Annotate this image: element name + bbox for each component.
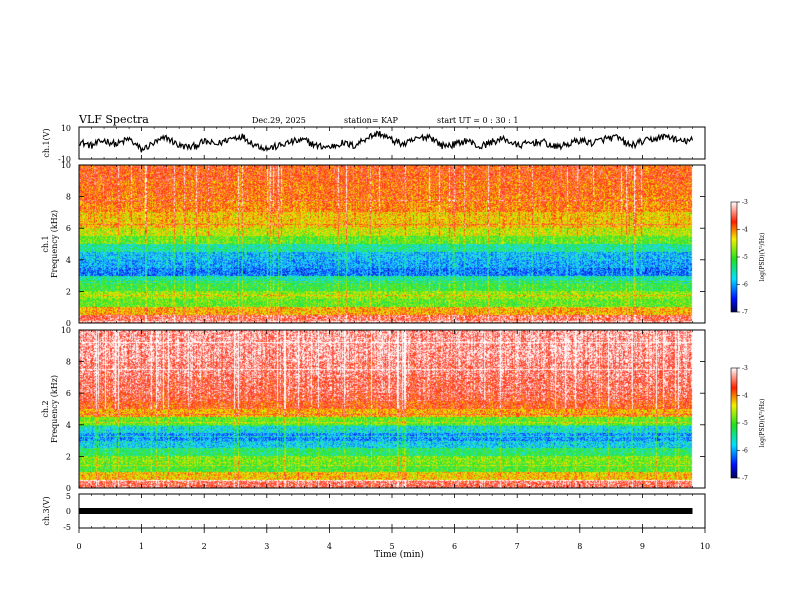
colorbar-1-ticks: -3 -4 -5 -6 -7 bbox=[737, 199, 748, 316]
start-ut-label: start UT = 0 : 30 : 1 bbox=[437, 116, 518, 125]
ch2-spec-yticks: 0 2 4 6 8 10 bbox=[61, 326, 705, 493]
frequency-tick-label: 4 bbox=[66, 421, 71, 430]
time-axis-ticks: 0 1 2 3 4 5 6 7 8 9 10 bbox=[76, 542, 710, 551]
time-tick-label: 7 bbox=[515, 542, 520, 551]
colorbar-2-ticks: -3 -4 -5 -6 -7 bbox=[737, 365, 748, 482]
colorbar-2-scale bbox=[730, 367, 738, 479]
ch3-tick-top: 5 bbox=[66, 492, 71, 501]
ch1-spec-ylabel-channel: ch.1 bbox=[41, 235, 50, 252]
time-tick-label: 0 bbox=[76, 542, 81, 551]
ch3-tick-mid: 0 bbox=[66, 507, 71, 516]
time-tick-label: 1 bbox=[139, 542, 144, 551]
colorbar-tick-label: -3 bbox=[742, 365, 748, 372]
ch1-wave-tick-bottom: -10 bbox=[58, 155, 71, 164]
ch2-spec-ylabel-channel: ch.2 bbox=[41, 400, 50, 417]
colorbar-tick-label: -6 bbox=[742, 282, 748, 289]
colorbar-1-scale bbox=[730, 201, 738, 313]
ch1-spectrogram-image bbox=[79, 165, 705, 323]
ch1-wave-ylabel: ch.1(V) bbox=[42, 128, 51, 157]
time-tick-label: 10 bbox=[700, 542, 710, 551]
ch3-wave-ylabel: ch.3(V) bbox=[42, 496, 51, 525]
ch3-waveform-trace bbox=[79, 508, 693, 514]
ch1-waveform bbox=[78, 130, 694, 153]
frequency-tick-label: 10 bbox=[61, 161, 71, 170]
ch1-spec-yticks: 0 2 4 6 8 10 bbox=[61, 161, 705, 328]
time-tick-label: 6 bbox=[452, 542, 457, 551]
time-tick-label: 9 bbox=[640, 542, 645, 551]
colorbar-tick-label: -5 bbox=[742, 420, 748, 427]
frequency-tick-label: 2 bbox=[66, 287, 71, 296]
frequency-tick-label: 2 bbox=[66, 452, 71, 461]
colorbar-tick-label: -6 bbox=[742, 448, 748, 455]
colorbar-tick-label: -4 bbox=[742, 393, 748, 400]
colorbar-tick-label: -7 bbox=[742, 309, 748, 316]
time-tick-label: 5 bbox=[389, 542, 394, 551]
station-label: station= KAP bbox=[344, 116, 399, 125]
colorbar-tick-label: -5 bbox=[742, 254, 748, 261]
colorbar-tick-label: -4 bbox=[742, 227, 748, 234]
frequency-tick-label: 10 bbox=[61, 326, 71, 335]
time-tick-label: 4 bbox=[327, 542, 332, 551]
figure-title: VLF Spectra bbox=[78, 113, 149, 126]
time-tick-label: 2 bbox=[202, 542, 207, 551]
ch2-spec-frame bbox=[78, 329, 706, 489]
colorbar-1-label: log(PSD)(V²/Hz) bbox=[759, 233, 766, 282]
colorbar-tick-label: -3 bbox=[742, 199, 748, 206]
frequency-tick-label: 6 bbox=[66, 224, 71, 233]
colorbar-2-label: log(PSD)(V²/Hz) bbox=[759, 399, 766, 448]
ch1-spec-frame bbox=[78, 164, 706, 324]
frequency-tick-label: 4 bbox=[66, 256, 71, 265]
time-tick-label: 3 bbox=[264, 542, 269, 551]
time-axis-label: Time (min) bbox=[374, 549, 424, 560]
panel-tick-marks bbox=[78, 127, 706, 533]
ch3-waveform bbox=[79, 508, 693, 514]
ch3-tick-bottom: -5 bbox=[63, 523, 71, 532]
time-tick-label: 8 bbox=[577, 542, 582, 551]
frequency-tick-label: 8 bbox=[66, 193, 71, 202]
ch1-spec-ylabel-frequency: Frequency (kHz) bbox=[50, 210, 59, 278]
ch1-waveform-trace bbox=[78, 130, 694, 153]
ch1-wave-tick-top: 10 bbox=[61, 124, 71, 133]
frequency-tick-label: 6 bbox=[66, 389, 71, 398]
colorbar-tick-label: -7 bbox=[742, 475, 748, 482]
ch2-spectrogram-image bbox=[79, 330, 705, 488]
frequency-tick-label: 0 bbox=[66, 319, 71, 328]
date-label: Dec.29, 2025 bbox=[252, 116, 306, 125]
frequency-tick-label: 0 bbox=[66, 484, 71, 493]
frequency-tick-label: 8 bbox=[66, 358, 71, 367]
ch2-spec-ylabel-frequency: Frequency (kHz) bbox=[50, 375, 59, 443]
